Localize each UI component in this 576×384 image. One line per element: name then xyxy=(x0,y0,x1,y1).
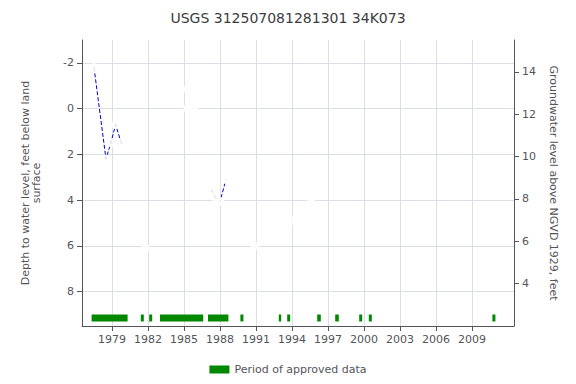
svg-text:1979: 1979 xyxy=(98,333,126,346)
svg-text:1982: 1982 xyxy=(134,333,162,346)
svg-text:2000: 2000 xyxy=(350,333,378,346)
svg-text:6: 6 xyxy=(522,235,529,248)
svg-text:4: 4 xyxy=(522,277,529,290)
svg-text:Groundwater level above NGVD 1: Groundwater level above NGVD 1929, feet xyxy=(547,65,560,301)
svg-text:6: 6 xyxy=(67,239,74,252)
svg-text:1988: 1988 xyxy=(206,333,234,346)
svg-text:2006: 2006 xyxy=(422,333,450,346)
svg-text:2: 2 xyxy=(67,148,74,161)
svg-text:-2: -2 xyxy=(63,56,74,69)
svg-text:8: 8 xyxy=(522,192,529,205)
svg-text:4: 4 xyxy=(67,194,74,207)
svg-text:2009: 2009 xyxy=(458,333,486,346)
svg-text:0: 0 xyxy=(67,102,74,115)
svg-text:USGS 312507081281301 34K073: USGS 312507081281301 34K073 xyxy=(170,10,405,26)
svg-text:1985: 1985 xyxy=(170,333,198,346)
svg-text:surface: surface xyxy=(30,162,43,203)
svg-text:Depth to water level, feet bel: Depth to water level, feet below land xyxy=(19,80,32,286)
svg-text:10: 10 xyxy=(522,150,536,163)
svg-text:12: 12 xyxy=(522,108,536,121)
svg-text:1997: 1997 xyxy=(314,333,342,346)
svg-text:1994: 1994 xyxy=(278,333,306,346)
svg-text:1991: 1991 xyxy=(242,333,270,346)
svg-text:14: 14 xyxy=(522,65,536,78)
svg-text:8: 8 xyxy=(67,285,74,298)
svg-text:Period of approved data: Period of approved data xyxy=(234,363,366,376)
svg-text:2003: 2003 xyxy=(386,333,414,346)
